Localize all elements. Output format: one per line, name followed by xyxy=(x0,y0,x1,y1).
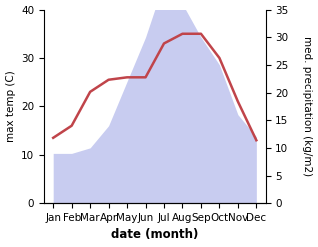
Y-axis label: med. precipitation (kg/m2): med. precipitation (kg/m2) xyxy=(302,36,313,176)
Y-axis label: max temp (C): max temp (C) xyxy=(5,70,16,142)
X-axis label: date (month): date (month) xyxy=(111,228,198,242)
